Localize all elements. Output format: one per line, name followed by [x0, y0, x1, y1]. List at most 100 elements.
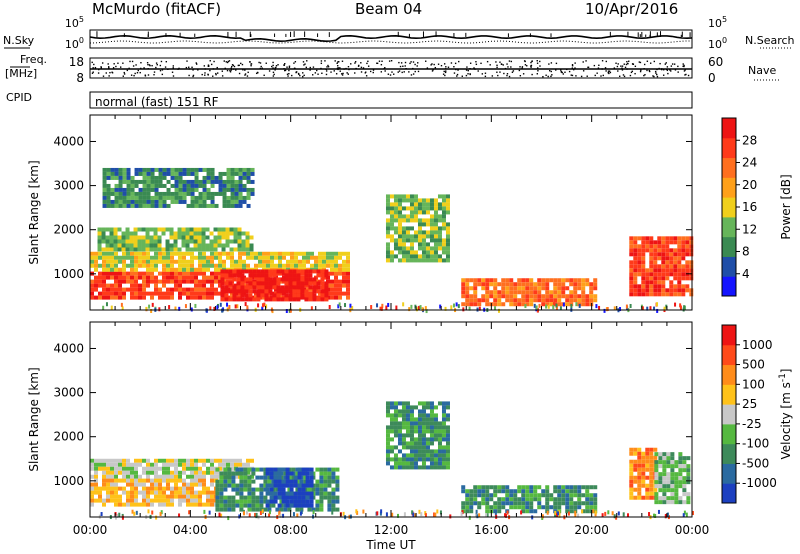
nave-point — [474, 68, 476, 70]
power-cell — [134, 287, 138, 292]
velocity-cell — [670, 452, 675, 457]
power-cell — [657, 268, 662, 273]
power-cell — [320, 289, 325, 294]
power-cell — [641, 252, 646, 257]
power-cell — [338, 255, 342, 260]
power-cell — [673, 240, 678, 245]
nave-point — [171, 71, 174, 73]
power-cell — [409, 238, 414, 243]
power-cell — [150, 279, 154, 284]
power-cell — [272, 281, 277, 286]
power-cell — [206, 287, 210, 292]
power-cell — [577, 294, 582, 299]
power-cell — [246, 179, 251, 184]
power-cell — [98, 275, 102, 280]
power-cell — [268, 277, 273, 282]
power-cell — [106, 195, 111, 200]
power-cell — [194, 203, 199, 208]
velocity-cell — [385, 453, 390, 458]
velocity-cell — [110, 458, 114, 463]
power-ground-scatter — [338, 302, 341, 307]
power-cell — [330, 259, 334, 264]
nave-point — [213, 60, 215, 63]
power-cell — [106, 203, 111, 208]
power-cell — [292, 293, 297, 298]
nave-point — [433, 63, 435, 66]
velocity-ground-scatter — [100, 512, 103, 517]
power-cell — [262, 255, 266, 260]
velocity-cell — [198, 470, 202, 475]
velocity-cell — [170, 494, 174, 499]
velocity-cell — [206, 486, 210, 491]
power-cell — [258, 251, 262, 256]
velocity-cell — [437, 421, 442, 426]
power-cell — [90, 251, 94, 256]
nave-point — [620, 65, 622, 67]
velocity-cell — [250, 458, 254, 463]
power-cell — [469, 286, 474, 291]
power-cell — [226, 199, 231, 204]
velocity-cell — [327, 507, 332, 512]
nave-point — [481, 73, 484, 75]
power-cell — [225, 227, 230, 232]
velocity-cell — [674, 496, 679, 501]
power-cell — [509, 278, 514, 283]
velocity-cell — [251, 487, 256, 492]
nave-point — [161, 69, 164, 71]
velocity-cell — [629, 463, 634, 468]
nave-point — [453, 66, 455, 68]
power-cell — [346, 259, 350, 264]
velocity-cell — [182, 462, 186, 467]
power-cell — [393, 226, 398, 231]
power-cell — [194, 267, 198, 272]
velocity-cell — [114, 478, 118, 483]
velocity-cell — [433, 425, 438, 430]
nave-point — [496, 66, 498, 69]
power-cell — [521, 278, 526, 283]
power-cell — [346, 295, 350, 300]
power-ground-scatter — [349, 303, 352, 308]
power-cell — [118, 195, 123, 200]
power-cell — [665, 264, 670, 269]
velocity-cell — [497, 497, 502, 502]
velocity-cell — [441, 425, 446, 430]
power-cell — [110, 175, 115, 180]
power-cell — [318, 255, 322, 260]
power-cell — [214, 279, 218, 284]
velocity-cell — [186, 490, 190, 495]
power-cell — [153, 243, 158, 248]
velocity-cell — [409, 453, 414, 458]
power-cell — [441, 218, 446, 223]
power-cell — [214, 175, 219, 180]
velocity-cell — [481, 489, 486, 494]
velocity-ground-scatter — [296, 513, 299, 518]
power-cell — [194, 287, 198, 292]
power-cell — [545, 302, 550, 307]
nave-point — [101, 62, 104, 64]
velocity-cell — [267, 479, 272, 484]
power-cell — [134, 191, 139, 196]
power-cell — [264, 293, 269, 298]
power-cell — [217, 239, 222, 244]
velocity-cell — [301, 471, 306, 476]
velocity-colorbar-segment — [722, 404, 736, 425]
nave-point — [188, 74, 190, 77]
nave-point — [117, 62, 119, 64]
power-cell — [589, 290, 594, 295]
power-cell — [425, 234, 430, 239]
velocity-cell — [110, 490, 114, 495]
velocity-cell — [154, 462, 158, 467]
power-cell — [233, 239, 238, 244]
velocity-cell — [589, 497, 594, 502]
velocity-colorbar-segment — [722, 364, 736, 385]
power-cell — [242, 199, 247, 204]
power-cell — [312, 277, 317, 282]
noise-panel-frame — [89, 29, 693, 49]
power-cell — [242, 263, 246, 268]
nave-point — [288, 69, 290, 72]
velocity-cell — [226, 462, 230, 467]
velocity-cell — [269, 471, 274, 476]
power-cell — [236, 297, 241, 302]
velocity-cell — [134, 494, 138, 499]
power-cell — [437, 202, 442, 207]
